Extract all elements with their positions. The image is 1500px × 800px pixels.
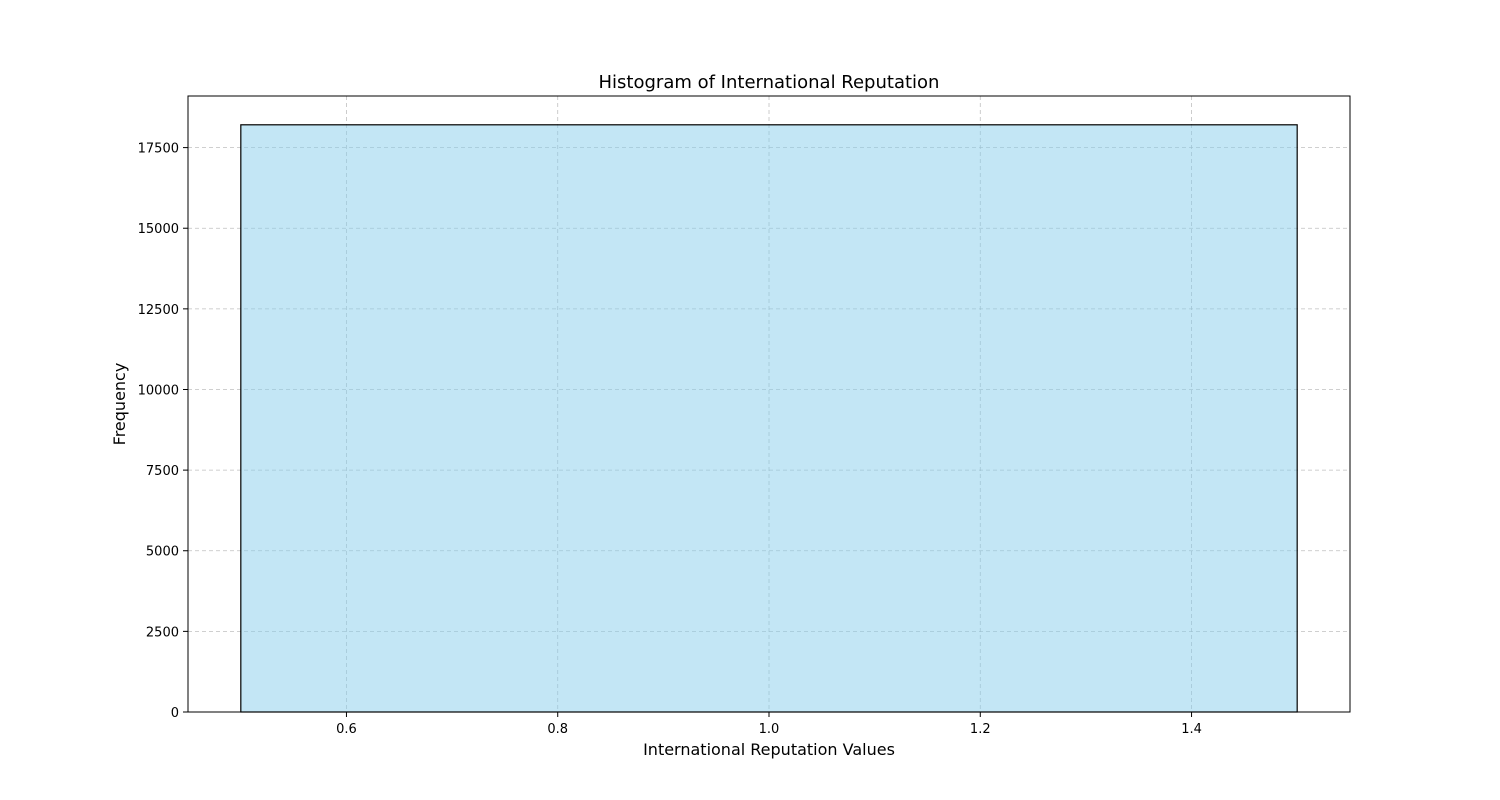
y-tick-label: 2500 [146,625,179,640]
x-tick-label: 0.6 [336,722,357,737]
x-tick-label: 1.0 [759,722,780,737]
y-tick-label: 12500 [138,303,179,318]
bars [240,124,1298,713]
chart-title: Histogram of International Reputation [599,72,940,93]
x-tick-label: 0.8 [547,722,568,737]
y-tick-label: 0 [171,706,179,721]
y-tick-label: 17500 [138,142,179,157]
y-tick-label: 15000 [138,222,179,237]
x-tick-label: 1.2 [970,722,991,737]
y-axis-label: Frequency [110,363,129,446]
x-tick-label: 1.4 [1181,722,1202,737]
y-tick-label: 10000 [138,383,179,398]
ticks: 0.6 0.8 1.0 1.2 1.4 0 2500 5000 7500 10000 12500 15… [138,142,1202,737]
histogram-bar [240,124,1298,713]
x-axis-label: International Reputation Values [643,740,895,759]
y-tick-label: 7500 [146,464,179,479]
y-tick-label: 5000 [146,545,179,560]
